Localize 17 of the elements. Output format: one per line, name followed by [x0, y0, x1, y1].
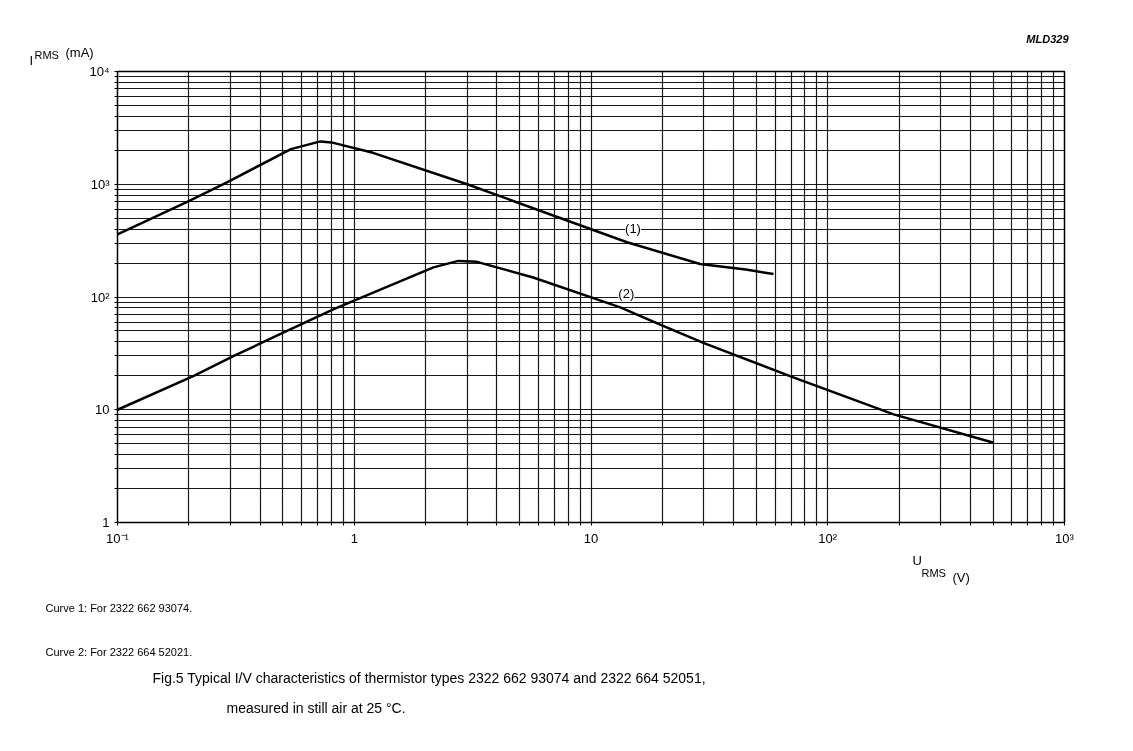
y-tick-label: 10 — [95, 402, 110, 418]
y-tick-label: 1 — [102, 515, 110, 530]
text: Curve 1: For 2322 662 93074. — [45, 601, 193, 614]
series-label: (2) — [618, 286, 635, 302]
y-tick-label: 10⁴ — [89, 64, 110, 79]
series-label: (1) — [625, 221, 641, 237]
text: Curve 2: For 2322 664 52021. — [45, 645, 193, 658]
x-tick-label: 10³ — [1055, 530, 1075, 546]
x-tick-label: 1 — [350, 530, 358, 546]
y-tick-label: 10² — [90, 289, 111, 305]
y-tick-label: 10³ — [90, 176, 111, 192]
x-axis-title: URMS (V) — [912, 552, 970, 585]
x-tick-label: 10² — [818, 530, 838, 546]
text: MLD329 — [1026, 32, 1070, 45]
x-tick-label: 10⁻¹ — [106, 530, 130, 546]
x-tick-label: 10 — [583, 530, 599, 546]
text: Fig.5 Typical I/V characteristics of thermistor types 2322 662 93074 and 2322 664 52051, measured in still air at 25 °C. — [152, 669, 706, 716]
